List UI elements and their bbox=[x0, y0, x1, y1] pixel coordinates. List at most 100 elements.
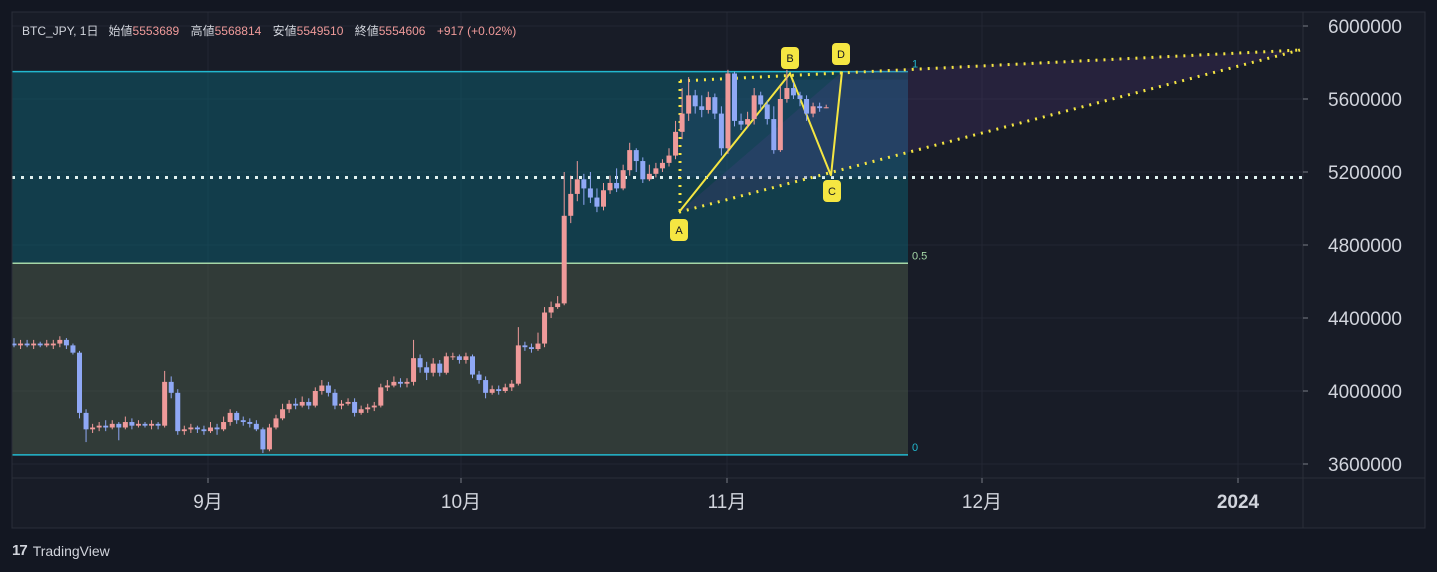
candle-body-15 bbox=[109, 423, 115, 428]
candle-118 bbox=[784, 69, 790, 103]
high-label: 高値 bbox=[190, 24, 215, 38]
candle-94 bbox=[627, 142, 633, 176]
candle-body-84 bbox=[561, 215, 567, 304]
harmonic-pattern bbox=[12, 48, 1303, 214]
candle-body-88 bbox=[587, 188, 593, 198]
candle-body-62 bbox=[417, 358, 423, 368]
candle-65 bbox=[437, 359, 443, 377]
candle-10 bbox=[77, 350, 82, 419]
pattern-point-label-B: B bbox=[786, 53, 793, 65]
candle-44 bbox=[299, 396, 305, 408]
candle-76 bbox=[509, 380, 515, 391]
candle-69 bbox=[463, 352, 469, 364]
candle-body-38 bbox=[260, 429, 266, 450]
candle-body-39 bbox=[266, 427, 272, 450]
candle-body-50 bbox=[339, 403, 344, 406]
candle-32 bbox=[221, 416, 227, 432]
candle-body-48 bbox=[325, 385, 331, 393]
candle-123 bbox=[817, 102, 823, 112]
high-value: 5568814 bbox=[214, 24, 262, 38]
candle-56 bbox=[378, 383, 384, 408]
candle-body-108 bbox=[718, 113, 724, 149]
candle-29 bbox=[201, 425, 207, 435]
tradingview-brand[interactable]: 17 TradingView bbox=[12, 542, 110, 559]
candle-body-74 bbox=[496, 389, 502, 391]
candle-body-23 bbox=[162, 381, 168, 426]
candle-8 bbox=[63, 338, 69, 350]
candle-46 bbox=[312, 387, 318, 408]
candle-108 bbox=[718, 106, 724, 156]
candle-body-99 bbox=[659, 162, 665, 169]
candle-31 bbox=[214, 423, 220, 435]
candle-body-119 bbox=[790, 88, 796, 96]
candle-body-19 bbox=[135, 423, 141, 426]
candle-89 bbox=[594, 188, 600, 213]
candle-body-101 bbox=[673, 131, 679, 156]
candle-110 bbox=[732, 71, 737, 127]
candle-body-13 bbox=[96, 425, 102, 428]
fib-label-top: 1 bbox=[912, 59, 918, 71]
plot-frame bbox=[11, 11, 1426, 529]
candle-63 bbox=[424, 361, 430, 381]
pattern-labels: A B C D bbox=[670, 43, 850, 241]
candle-body-93 bbox=[620, 170, 626, 189]
candle-30 bbox=[208, 422, 213, 433]
candle-body-68 bbox=[456, 356, 462, 360]
candle-55 bbox=[371, 401, 377, 412]
candle-17 bbox=[122, 416, 128, 430]
candle-59 bbox=[397, 378, 403, 388]
candle-74 bbox=[496, 385, 502, 395]
candle-body-110 bbox=[732, 73, 737, 121]
x-tick-label-1: 10月 bbox=[441, 492, 481, 513]
close-value: 5554606 bbox=[378, 24, 426, 38]
candle-91 bbox=[607, 175, 613, 194]
candle-body-63 bbox=[424, 367, 430, 373]
candle-49 bbox=[332, 389, 338, 410]
candle-body-55 bbox=[371, 405, 377, 408]
candle-body-122 bbox=[810, 106, 816, 114]
candle-body-67 bbox=[450, 356, 456, 358]
candle-body-95 bbox=[633, 150, 639, 162]
candle-7 bbox=[57, 336, 63, 348]
candle-50 bbox=[339, 400, 344, 410]
candle-13 bbox=[96, 422, 102, 432]
fib-label-bottom: 0 bbox=[912, 442, 918, 454]
candle-35 bbox=[240, 416, 246, 426]
candle-112 bbox=[745, 111, 751, 129]
candle-53 bbox=[358, 405, 364, 415]
candle-103 bbox=[686, 77, 692, 121]
candle-body-8 bbox=[63, 339, 69, 346]
y-tick-label-3: 4800000 bbox=[1328, 236, 1402, 257]
candle-104 bbox=[692, 89, 698, 114]
candle-body-92 bbox=[614, 182, 620, 189]
candle-body-83 bbox=[555, 303, 561, 308]
candle-body-43 bbox=[293, 403, 299, 406]
candle-119 bbox=[790, 82, 796, 99]
candle-42 bbox=[286, 400, 292, 413]
brand-name: TradingView bbox=[32, 542, 110, 559]
candle-body-54 bbox=[365, 407, 371, 410]
candle-body-106 bbox=[705, 97, 711, 110]
candle-20 bbox=[142, 422, 148, 428]
y-tick-label-6: 6000000 bbox=[1328, 17, 1402, 38]
x-tick-label-2: 11月 bbox=[708, 492, 747, 513]
candle-24 bbox=[168, 376, 174, 399]
candle-body-16 bbox=[116, 423, 122, 428]
candle-body-52 bbox=[352, 401, 358, 413]
candle-body-7 bbox=[57, 339, 63, 344]
candle-82 bbox=[548, 301, 554, 318]
pattern-point-label-A: A bbox=[675, 225, 683, 237]
candle-106 bbox=[705, 91, 711, 114]
candle-73 bbox=[489, 385, 495, 395]
candle-61 bbox=[411, 339, 417, 386]
candle-body-86 bbox=[574, 179, 580, 194]
candle-116 bbox=[771, 106, 777, 154]
open-value: 5553689 bbox=[132, 24, 180, 38]
change-value: +917 (+0.02%) bbox=[436, 24, 517, 38]
candle-body-72 bbox=[483, 380, 489, 393]
candle-90 bbox=[601, 182, 606, 211]
candle-16 bbox=[116, 422, 122, 441]
candle-57 bbox=[384, 380, 390, 391]
candlesticks bbox=[11, 69, 829, 454]
